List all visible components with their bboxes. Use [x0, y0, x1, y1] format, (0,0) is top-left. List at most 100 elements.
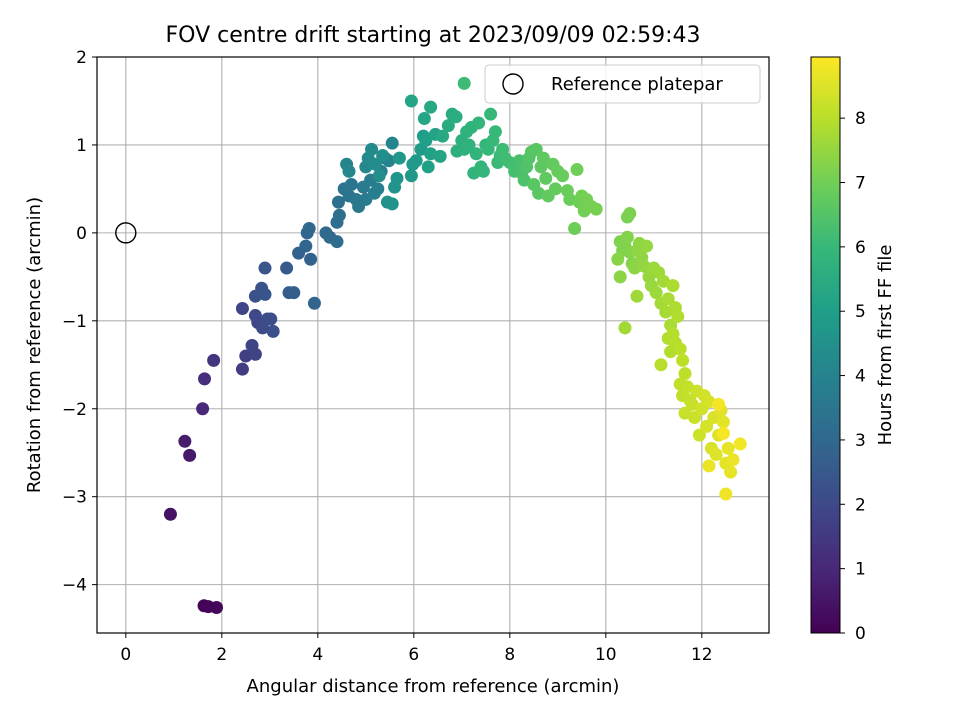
data-point	[556, 169, 570, 183]
data-point	[307, 296, 321, 310]
data-point	[630, 289, 644, 303]
data-point	[472, 116, 486, 130]
data-point	[649, 286, 663, 300]
data-point	[266, 324, 280, 338]
data-point	[611, 252, 625, 266]
colorbar-tick-label: 3	[855, 431, 866, 451]
data-point	[421, 160, 435, 174]
data-point	[178, 434, 192, 448]
colorbar-tick-label: 1	[855, 560, 866, 580]
data-point	[716, 415, 730, 429]
data-point	[436, 129, 450, 143]
legend-reference-marker	[502, 73, 524, 95]
x-tick-label: 6	[408, 645, 419, 665]
data-point	[536, 151, 550, 165]
data-point	[716, 426, 730, 440]
data-point	[462, 138, 476, 152]
data-point	[245, 338, 259, 352]
data-point	[484, 107, 498, 121]
data-point	[304, 252, 318, 266]
colorbar-tick-label: 4	[855, 367, 866, 387]
data-point	[376, 148, 390, 162]
x-tick-label: 4	[312, 645, 323, 665]
colorbar-tick-label: 6	[855, 238, 866, 258]
data-point	[726, 453, 740, 467]
data-point	[385, 136, 399, 150]
data-point	[163, 507, 177, 521]
y-tick-label: 0	[76, 224, 87, 244]
colorbar-tick-label: 5	[855, 302, 866, 322]
x-axis-ticks: 0 2 4 6 8 10 12	[120, 633, 713, 665]
reference-marker	[115, 222, 137, 244]
data-point	[488, 125, 502, 139]
data-point	[392, 151, 406, 165]
colorbar-tick-label: 7	[855, 173, 866, 193]
data-point	[548, 182, 562, 196]
x-tick-label: 12	[691, 645, 713, 665]
data-point	[365, 142, 379, 156]
colorbar	[810, 56, 841, 634]
x-tick-label: 0	[120, 645, 131, 665]
data-point	[676, 353, 690, 367]
data-point	[441, 119, 455, 133]
data-point	[235, 302, 249, 316]
data-point	[620, 230, 634, 244]
data-point	[618, 321, 632, 335]
data-point	[299, 239, 313, 253]
data-point	[666, 279, 680, 293]
data-point	[210, 600, 224, 614]
data-point	[372, 169, 386, 183]
data-point	[264, 312, 278, 326]
data-point	[570, 163, 584, 177]
data-point	[239, 349, 253, 363]
colorbar-tick-label: 2	[855, 495, 866, 515]
data-point	[424, 100, 438, 114]
data-point	[258, 287, 272, 301]
data-point	[183, 448, 197, 462]
data-point	[721, 441, 735, 455]
data-point	[371, 182, 385, 196]
data-point	[302, 221, 316, 235]
data-point	[678, 367, 692, 381]
data-point	[404, 169, 418, 183]
data-point	[719, 487, 733, 501]
data-point	[688, 411, 702, 425]
data-point	[390, 171, 404, 185]
y-tick-label: −1	[62, 312, 87, 332]
data-point	[207, 353, 221, 367]
x-axis-label: Angular distance from reference (arcmin)	[247, 676, 620, 697]
data-point	[702, 459, 716, 473]
scatter-points	[163, 76, 747, 614]
x-tick-label: 8	[504, 645, 515, 665]
data-point	[368, 157, 382, 171]
data-point	[409, 154, 423, 168]
data-point	[709, 447, 723, 461]
chart-title: FOV centre drift starting at 2023/09/09 …	[166, 23, 701, 48]
legend: Reference platepar	[484, 64, 761, 104]
data-point	[196, 402, 210, 416]
data-point	[476, 164, 490, 178]
data-point	[671, 309, 685, 323]
data-point	[235, 362, 249, 376]
y-axis-label: Rotation from reference (arcmin)	[24, 197, 45, 493]
data-point	[332, 208, 346, 222]
data-point	[248, 309, 262, 323]
y-tick-label: −3	[62, 488, 87, 508]
data-point	[724, 465, 738, 479]
data-point	[433, 149, 447, 163]
data-point	[613, 270, 627, 284]
data-point	[712, 397, 726, 411]
data-point	[385, 197, 399, 211]
data-point	[404, 94, 418, 108]
data-point	[198, 372, 212, 386]
data-point	[628, 261, 642, 275]
data-point	[637, 259, 651, 273]
data-point	[568, 221, 582, 235]
legend-label-reference-platepar: Reference platepar	[551, 74, 723, 95]
data-point	[654, 358, 668, 372]
legend-box	[484, 64, 761, 104]
data-point	[457, 76, 471, 90]
data-point	[623, 207, 637, 221]
data-point	[280, 261, 294, 275]
